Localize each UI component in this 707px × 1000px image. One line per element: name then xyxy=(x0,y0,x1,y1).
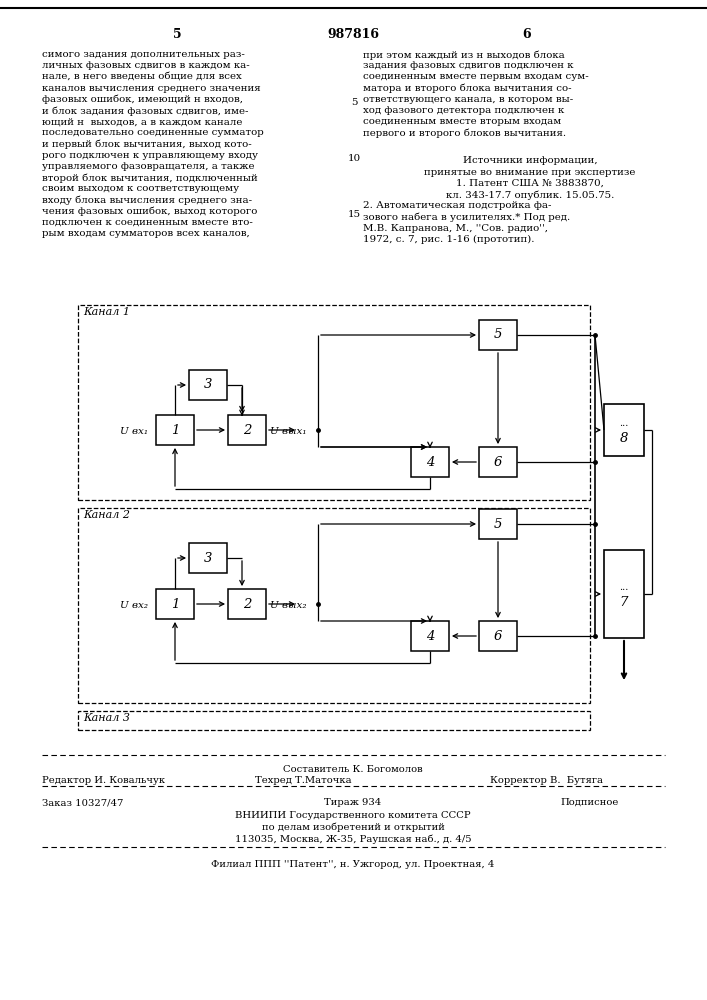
Text: 4: 4 xyxy=(426,630,434,643)
Text: Канал 3: Канал 3 xyxy=(83,713,130,723)
Text: соединенным вместе вторым входам: соединенным вместе вторым входам xyxy=(363,117,561,126)
Text: U вых₁: U вых₁ xyxy=(270,428,307,436)
Bar xyxy=(479,320,517,350)
Text: входу блока вычисления среднего зна-: входу блока вычисления среднего зна- xyxy=(42,196,252,205)
Text: при этом каждый из н выходов блока: при этом каждый из н выходов блока xyxy=(363,50,565,60)
Text: подключен к соединенным вместе вто-: подключен к соединенным вместе вто- xyxy=(42,218,253,227)
Text: ...: ... xyxy=(619,584,629,592)
Text: U вх₂: U вх₂ xyxy=(120,601,148,610)
Text: 6: 6 xyxy=(493,630,502,643)
Bar xyxy=(156,415,194,445)
Text: 2: 2 xyxy=(243,424,251,436)
Bar xyxy=(228,415,266,445)
Text: Заказ 10327/47: Заказ 10327/47 xyxy=(42,798,124,807)
Text: управляемого фазовращателя, а также: управляемого фазовращателя, а также xyxy=(42,162,255,171)
Text: 987816: 987816 xyxy=(327,28,379,41)
Text: первого и второго блоков вычитания.: первого и второго блоков вычитания. xyxy=(363,128,566,138)
Bar xyxy=(156,589,194,619)
Bar xyxy=(189,543,227,573)
Text: каналов вычисления среднего значения: каналов вычисления среднего значения xyxy=(42,84,261,93)
Text: Канал 1: Канал 1 xyxy=(83,307,130,317)
Text: и блок задания фазовых сдвигов, име-: и блок задания фазовых сдвигов, име- xyxy=(42,106,248,115)
Text: фазовых ошибок, имеющий н входов,: фазовых ошибок, имеющий н входов, xyxy=(42,95,243,104)
Text: 1: 1 xyxy=(171,597,179,610)
Text: Составитель К. Богомолов: Составитель К. Богомолов xyxy=(284,765,423,774)
Bar xyxy=(411,447,449,477)
Bar xyxy=(228,589,266,619)
Text: 10: 10 xyxy=(347,154,361,163)
Text: ход фазового детектора подключен к: ход фазового детектора подключен к xyxy=(363,106,564,115)
Text: 5: 5 xyxy=(493,328,502,342)
Text: ВНИИПИ Государственного комитета СССР: ВНИИПИ Государственного комитета СССР xyxy=(235,811,471,820)
Text: ющий н  выходов, а в каждом канале: ющий н выходов, а в каждом канале xyxy=(42,117,243,126)
Text: Техред Т.Маточка: Техред Т.Маточка xyxy=(255,776,351,785)
Text: рого подключен к управляющему входу: рого подключен к управляющему входу xyxy=(42,151,258,160)
Text: Канал 2: Канал 2 xyxy=(83,510,130,520)
Text: 6: 6 xyxy=(493,456,502,468)
Text: рым входам сумматоров всех каналов,: рым входам сумматоров всех каналов, xyxy=(42,229,250,238)
Text: 7: 7 xyxy=(620,595,629,608)
Bar xyxy=(604,404,644,456)
Bar xyxy=(604,550,644,638)
Text: 3: 3 xyxy=(204,378,212,391)
Text: М.В. Капранова, М., ''Сов. радио'',: М.В. Капранова, М., ''Сов. радио'', xyxy=(363,224,548,233)
Text: Филиал ППП ''Патент'', н. Ужгород, ул. Проектная, 4: Филиал ППП ''Патент'', н. Ужгород, ул. П… xyxy=(211,860,495,869)
Text: своим выходом к соответствующему: своим выходом к соответствующему xyxy=(42,184,239,193)
Text: нале, в него введены общие для всех: нале, в него введены общие для всех xyxy=(42,72,242,81)
Text: симого задания дополнительных раз-: симого задания дополнительных раз- xyxy=(42,50,245,59)
Text: последовательно соединенные сумматор: последовательно соединенные сумматор xyxy=(42,128,264,137)
Text: кл. 343-17.7 опублик. 15.05.75.: кл. 343-17.7 опублик. 15.05.75. xyxy=(446,190,614,200)
Bar xyxy=(78,711,590,730)
Bar xyxy=(479,621,517,651)
Text: Корректор В.  Бутяга: Корректор В. Бутяга xyxy=(490,776,603,785)
Text: принятые во внимание при экспертизе: принятые во внимание при экспертизе xyxy=(424,168,636,177)
Text: 2. Автоматическая подстройка фа-: 2. Автоматическая подстройка фа- xyxy=(363,201,551,210)
Text: Тираж 934: Тираж 934 xyxy=(325,798,382,807)
Text: 4: 4 xyxy=(426,456,434,468)
Text: матора и второго блока вычитания со-: матора и второго блока вычитания со- xyxy=(363,84,572,93)
Text: 5: 5 xyxy=(351,98,357,107)
Bar xyxy=(78,508,590,703)
Text: 1972, с. 7, рис. 1-16 (прототип).: 1972, с. 7, рис. 1-16 (прототип). xyxy=(363,235,534,244)
Text: 6: 6 xyxy=(522,28,532,41)
Text: второй блок вычитания, подключенный: второй блок вычитания, подключенный xyxy=(42,173,258,183)
Text: U вх₁: U вх₁ xyxy=(120,428,148,436)
Text: 3: 3 xyxy=(204,552,212,564)
Text: по делам изобретений и открытий: по делам изобретений и открытий xyxy=(262,823,445,832)
Text: соединенным вместе первым входам сум-: соединенным вместе первым входам сум- xyxy=(363,72,589,81)
Text: Подписное: Подписное xyxy=(560,798,619,807)
Text: 1. Патент США № 3883870,: 1. Патент США № 3883870, xyxy=(456,179,604,188)
Bar xyxy=(479,447,517,477)
Text: и первый блок вычитания, выход кото-: и первый блок вычитания, выход кото- xyxy=(42,140,252,149)
Text: личных фазовых сдвигов в каждом ка-: личных фазовых сдвигов в каждом ка- xyxy=(42,61,250,70)
Bar xyxy=(411,621,449,651)
Text: 15: 15 xyxy=(347,210,361,219)
Text: 8: 8 xyxy=(620,432,629,444)
Text: Источники информации,: Источники информации, xyxy=(462,156,597,165)
Text: 5: 5 xyxy=(173,28,181,41)
Text: 113035, Москва, Ж-35, Раушская наб., д. 4/5: 113035, Москва, Ж-35, Раушская наб., д. … xyxy=(235,835,472,844)
Text: ответствующего канала, в котором вы-: ответствующего канала, в котором вы- xyxy=(363,95,573,104)
Text: чения фазовых ошибок, выход которого: чения фазовых ошибок, выход которого xyxy=(42,207,257,216)
Text: зового набега в усилителях.* Под ред.: зового набега в усилителях.* Под ред. xyxy=(363,212,571,222)
Text: 1: 1 xyxy=(171,424,179,436)
Text: U вых₂: U вых₂ xyxy=(270,601,307,610)
Bar xyxy=(479,509,517,539)
Text: ...: ... xyxy=(619,420,629,428)
Bar xyxy=(78,305,590,500)
Text: Редактор И. Ковальчук: Редактор И. Ковальчук xyxy=(42,776,165,785)
Text: задания фазовых сдвигов подключен к: задания фазовых сдвигов подключен к xyxy=(363,61,573,70)
Bar xyxy=(189,370,227,400)
Text: 5: 5 xyxy=(493,518,502,530)
Text: 2: 2 xyxy=(243,597,251,610)
